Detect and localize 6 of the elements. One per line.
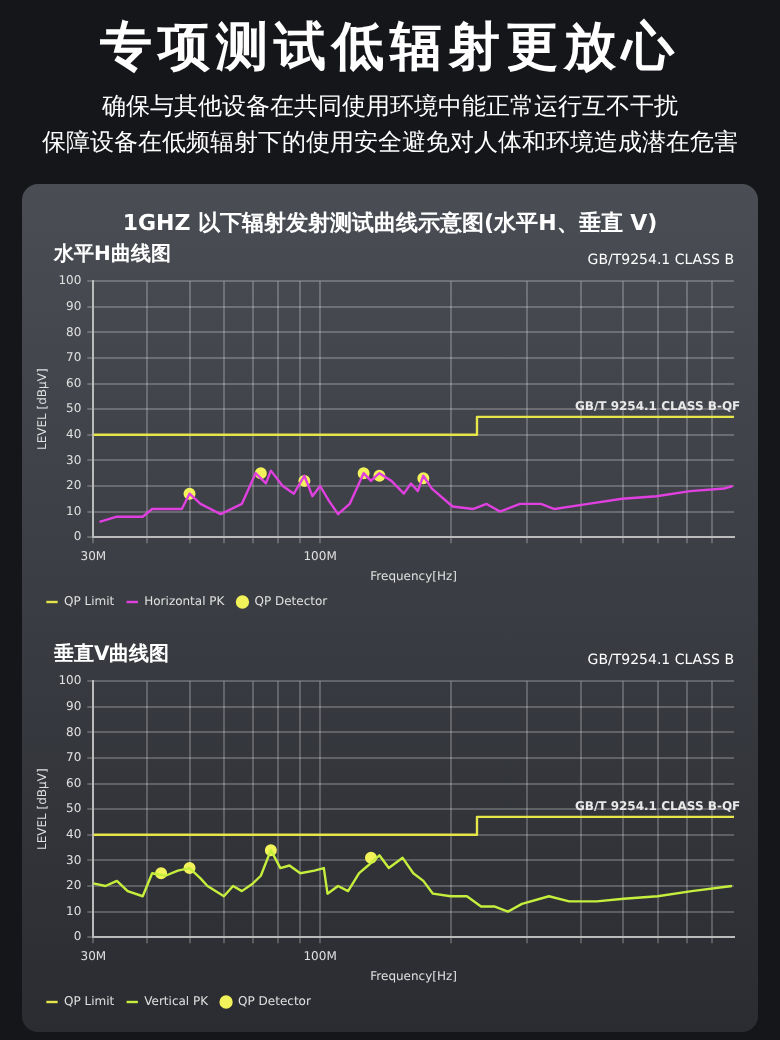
text: 保障设备在低频辐射下的使用安全避免对人体和环境造成潜在危害 <box>40 126 740 160</box>
chart-title: 水平H曲线图 <box>54 241 171 268</box>
text: 确保与其他设备在共同使用环境中能正常运行互不干扰 <box>100 90 680 124</box>
text: 专项测试低辐射更放心 <box>98 16 682 82</box>
text: 1GHZ 以下辐射发射测试曲线示意图(水平H、垂直 V) <box>120 208 660 238</box>
chart-title: 垂直V曲线图 <box>54 641 170 668</box>
